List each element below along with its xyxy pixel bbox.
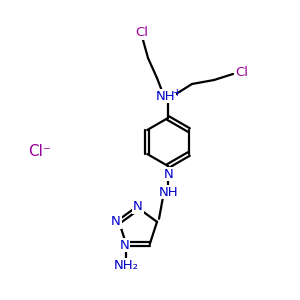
- Text: Cl: Cl: [236, 67, 248, 80]
- Text: NH₂: NH₂: [114, 259, 139, 272]
- Text: Cl⁻: Cl⁻: [28, 145, 51, 160]
- Text: +: +: [173, 88, 181, 98]
- Text: Cl: Cl: [136, 26, 148, 40]
- Text: NH: NH: [156, 89, 176, 103]
- Text: N: N: [164, 167, 174, 181]
- Text: N: N: [111, 215, 121, 228]
- Text: N: N: [119, 239, 129, 252]
- Text: NH: NH: [159, 185, 179, 199]
- Text: N: N: [133, 200, 143, 214]
